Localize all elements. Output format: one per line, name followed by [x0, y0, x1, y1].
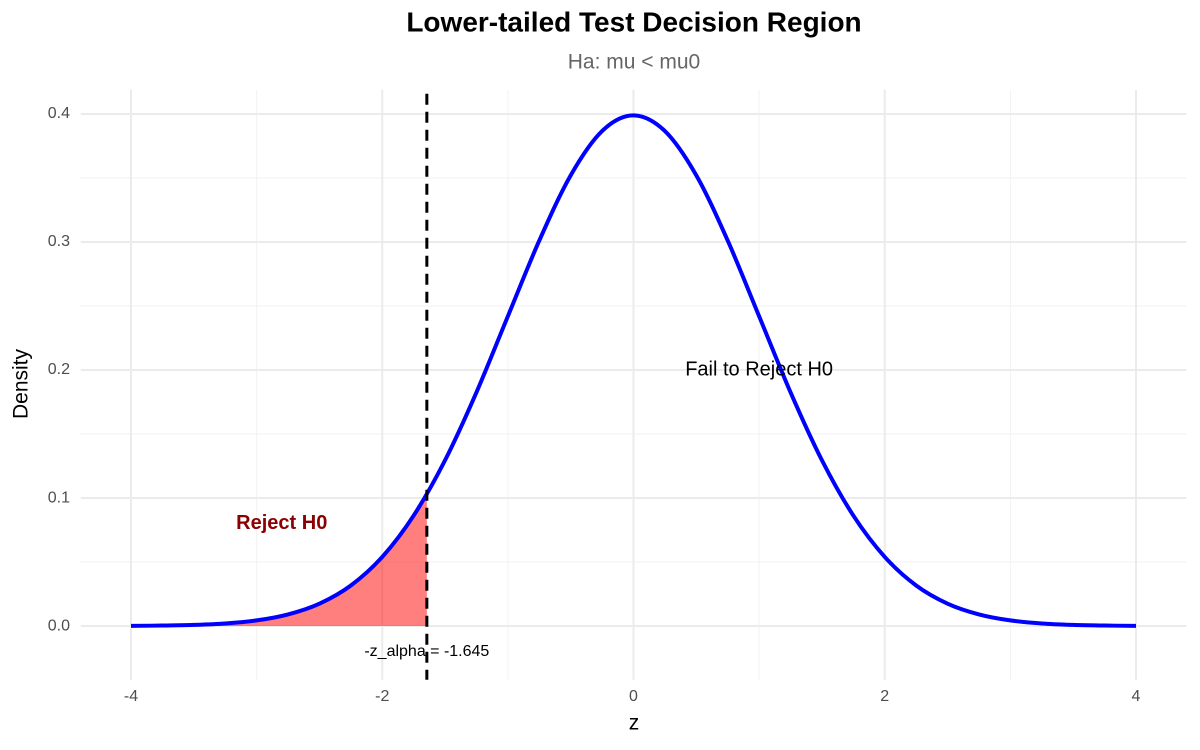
y-axis-label: Density	[10, 348, 33, 419]
plot-area: Reject H0 Fail to Reject H0 -z_alpha = -1.…	[130, 93, 1137, 680]
grid	[80, 89, 1187, 680]
x-tick-label: 2	[880, 688, 889, 705]
x-axis-label: z	[629, 712, 640, 735]
y-tick-label: 0.3	[48, 233, 70, 250]
y-tick-label: 0.2	[48, 361, 70, 378]
x-tick-label: 4	[1132, 688, 1141, 705]
chart-subtitle: Ha: mu < mu0	[568, 51, 700, 74]
y-tick-label: 0.0	[48, 617, 70, 634]
x-tick-label: -2	[375, 688, 389, 705]
x-tick-label: 0	[629, 688, 638, 705]
annotation: Reject H0	[236, 512, 327, 534]
y-tick-label: 0.1	[48, 489, 70, 506]
x-tick-label: -4	[124, 688, 138, 705]
annotation: Fail to Reject H0	[685, 358, 833, 380]
density-curve	[130, 113, 1137, 628]
y-tick-label: 0.4	[48, 105, 70, 122]
rejection-area	[131, 494, 427, 627]
chart-title: Lower-tailed Test Decision Region	[406, 6, 861, 37]
annotation: -z_alpha = -1.645	[364, 643, 489, 660]
